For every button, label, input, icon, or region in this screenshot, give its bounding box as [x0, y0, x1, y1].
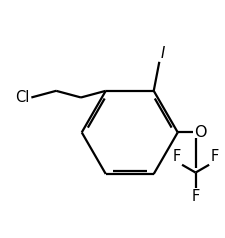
Text: I: I — [160, 46, 164, 61]
Text: O: O — [194, 125, 206, 140]
Text: F: F — [191, 189, 199, 204]
Text: Cl: Cl — [15, 90, 29, 105]
Text: F: F — [172, 149, 180, 164]
Text: F: F — [209, 149, 218, 164]
